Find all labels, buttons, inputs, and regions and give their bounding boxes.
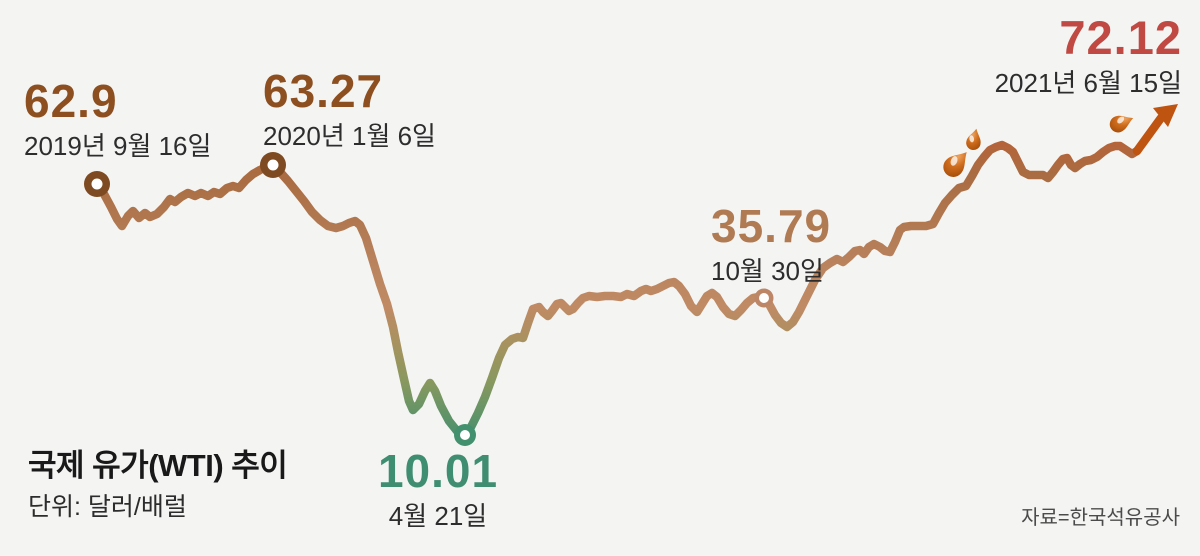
- annotation-2020-low: 10.01 4월 21일: [362, 448, 514, 529]
- price-value-72-12: 72.12: [1059, 11, 1182, 64]
- oil-droplet-icon: [943, 152, 967, 177]
- price-date-2021-06-15: 2021년 6월 15일: [994, 68, 1182, 98]
- chart-title: 국제 유가(WTI) 추이: [28, 448, 288, 483]
- price-point-marker-hole: [759, 293, 769, 303]
- chart-unit-label: 단위: 달러/배럴: [28, 493, 187, 521]
- price-date-2019-09-16: 2019년 9월 16일: [24, 131, 212, 161]
- price-value-63-27: 63.27: [263, 65, 384, 117]
- price-date-04-21: 4월 21일: [388, 501, 488, 531]
- annotation-2020-peak: 63.27 2020년 1월 6일: [263, 68, 436, 149]
- trend-arrow-shaft: [1132, 113, 1166, 156]
- oil-droplet-icon: [966, 128, 981, 151]
- price-point-marker-hole: [460, 430, 470, 440]
- annotation-2019-start: 62.9 2019년 9월 16일: [24, 78, 211, 159]
- annotation-2020-oct: 35.79 10월 30일: [711, 203, 831, 284]
- chart-source: 자료=한국석유공사: [1021, 507, 1180, 529]
- price-value-62-9: 62.9: [24, 75, 118, 127]
- title-block: 국제 유가(WTI) 추이 단위: 달러/배럴: [28, 448, 288, 521]
- price-date-10-30: 10월 30일: [711, 256, 824, 286]
- price-date-2020-01-06: 2020년 1월 6일: [263, 121, 436, 151]
- annotation-2021-latest: 72.12 2021년 6월 15일: [995, 14, 1182, 96]
- price-point-marker-hole: [91, 178, 103, 190]
- price-point-marker-hole: [267, 159, 279, 171]
- oil-droplet-icon: [1109, 115, 1134, 133]
- price-value-35-79: 35.79: [711, 200, 832, 252]
- price-value-10-01: 10.01: [377, 445, 499, 497]
- oil-price-line: [92, 140, 1142, 440]
- trend-arrow-head: [1153, 104, 1178, 127]
